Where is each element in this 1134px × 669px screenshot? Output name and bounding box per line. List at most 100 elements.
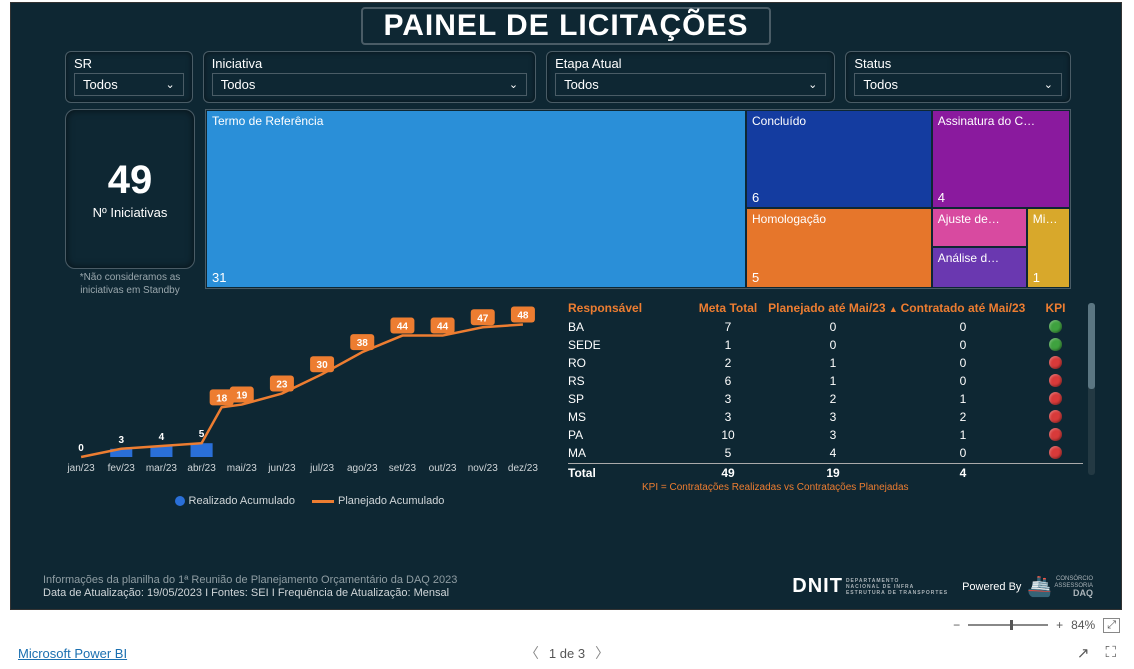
footer-info: Informações da planilha do 1ª Reunião de… bbox=[43, 574, 457, 599]
fullscreen-icon[interactable]: ⛶ bbox=[1105, 644, 1116, 662]
filter-sr-select[interactable]: Todos ⌄ bbox=[74, 73, 184, 96]
total-plan: 19 bbox=[768, 466, 898, 480]
prev-page-button[interactable]: 〈 bbox=[525, 643, 539, 663]
table-total-row: Total 49 19 4 bbox=[568, 463, 1083, 480]
svg-text:18: 18 bbox=[216, 393, 228, 404]
footer-logos: DNITDEPARTAMENTONACIONAL DE INFRAESTRUTU… bbox=[792, 574, 1093, 599]
legend-line-label: Planejado Acumulado bbox=[338, 495, 444, 507]
chevron-down-icon: ⌄ bbox=[165, 78, 174, 91]
page-title: PAINEL DE LICITAÇÕES bbox=[361, 7, 770, 45]
filter-status-select[interactable]: Todos ⌄ bbox=[854, 73, 1062, 96]
kpi-table[interactable]: Responsável Meta Total Planejado até Mai… bbox=[568, 301, 1095, 507]
kpi-note: *Não consideramos as iniciativas em Stan… bbox=[65, 271, 195, 297]
zoom-out-button[interactable]: − bbox=[953, 618, 960, 632]
kpi-card[interactable]: 49 Nº Iniciativas bbox=[65, 109, 195, 269]
treemap-cell[interactable]: Análise d… bbox=[932, 247, 1027, 288]
filter-iniciativa-value: Todos bbox=[221, 77, 256, 92]
scrollbar-thumb[interactable] bbox=[1088, 303, 1095, 389]
legend-line-swatch bbox=[312, 500, 334, 503]
dnit-logo: DNITDEPARTAMENTONACIONAL DE INFRAESTRUTU… bbox=[792, 575, 948, 598]
kpi-definition: KPI = Contratações Realizadas vs Contrat… bbox=[642, 482, 1083, 494]
next-page-button[interactable]: 〉 bbox=[595, 643, 609, 663]
kpi-value: 49 bbox=[108, 158, 153, 203]
table-row[interactable]: MS332 bbox=[568, 409, 1083, 427]
zoom-value: 84% bbox=[1071, 618, 1095, 632]
daq-logo: 🚢 CONSÓRCIOASSESSORIADAQ bbox=[1027, 574, 1093, 599]
kpi-column: 49 Nº Iniciativas *Não consideramos as i… bbox=[65, 109, 195, 297]
treemap-cell[interactable]: Mi…1 bbox=[1027, 208, 1070, 288]
table-row[interactable]: MA540 bbox=[568, 445, 1083, 463]
treemap-cell[interactable]: Concluído6 bbox=[746, 110, 932, 208]
total-meta: 49 bbox=[688, 466, 768, 480]
treemap-cell[interactable]: Ajuste de… bbox=[932, 208, 1027, 247]
treemap-cell[interactable]: Termo de Referência31 bbox=[206, 110, 746, 288]
chevron-down-icon: ⌄ bbox=[1044, 78, 1053, 91]
table-row[interactable]: BA700 bbox=[568, 319, 1083, 337]
chevron-down-icon: ⌄ bbox=[509, 78, 518, 91]
mid-row: 49 Nº Iniciativas *Não consideramos as i… bbox=[11, 107, 1121, 301]
chart-legend: Realizado Acumulado Planejado Acumulado bbox=[43, 495, 562, 507]
bottom-row: 02040181923303844444748 Realizado Acumul… bbox=[11, 301, 1121, 507]
footer-line2: Data de Atualização: 19/05/2023 I Fontes… bbox=[43, 587, 457, 599]
legend-bar-swatch bbox=[175, 496, 185, 506]
svg-text:44: 44 bbox=[437, 322, 449, 333]
table-body: BA700SEDE100RO210RS610SP321MS332PA1031MA… bbox=[568, 319, 1083, 463]
table-scrollbar[interactable] bbox=[1088, 303, 1095, 475]
filter-sr-label: SR bbox=[74, 56, 184, 71]
powerbi-actions: ↗ ⛶ bbox=[1077, 644, 1116, 662]
filter-iniciativa-select[interactable]: Todos ⌄ bbox=[212, 73, 527, 96]
svg-text:47: 47 bbox=[477, 313, 489, 324]
powerbi-zoom-bar: − + 84% ⤢ bbox=[0, 612, 1134, 638]
table-row[interactable]: RS610 bbox=[568, 373, 1083, 391]
table-row[interactable]: SP321 bbox=[568, 391, 1083, 409]
filter-etapa-label: Etapa Atual bbox=[555, 56, 826, 71]
filter-status: Status Todos ⌄ bbox=[845, 51, 1071, 103]
filter-etapa-select[interactable]: Todos ⌄ bbox=[555, 73, 826, 96]
treemap-cell[interactable]: Assinatura do C…4 bbox=[932, 110, 1070, 208]
table-row[interactable]: RO210 bbox=[568, 355, 1083, 373]
zoom-control: − + 84% ⤢ bbox=[953, 618, 1120, 633]
th-planejado[interactable]: Planejado até Mai/23 ▲ bbox=[768, 301, 898, 315]
title-bar: PAINEL DE LICITAÇÕES bbox=[11, 3, 1121, 47]
table-row[interactable]: SEDE100 bbox=[568, 337, 1083, 355]
fit-page-icon[interactable]: ⤢ bbox=[1103, 618, 1120, 633]
powered-by: Powered By 🚢 CONSÓRCIOASSESSORIADAQ bbox=[962, 574, 1093, 599]
svg-text:30: 30 bbox=[317, 360, 329, 371]
legend-bar-label: Realizado Acumulado bbox=[189, 495, 295, 507]
filter-sr-value: Todos bbox=[83, 77, 118, 92]
filter-status-label: Status bbox=[854, 56, 1062, 71]
page-indicator: 1 de 3 bbox=[549, 646, 585, 661]
th-responsavel[interactable]: Responsável bbox=[568, 301, 688, 315]
svg-text:44: 44 bbox=[397, 322, 409, 333]
powerbi-link[interactable]: Microsoft Power BI bbox=[18, 646, 127, 661]
dashboard: PAINEL DE LICITAÇÕES SR Todos ⌄ Iniciati… bbox=[10, 2, 1122, 610]
svg-text:19: 19 bbox=[236, 391, 248, 402]
kpi-label: Nº Iniciativas bbox=[93, 205, 168, 220]
total-label: Total bbox=[568, 466, 688, 480]
footer-line1: Informações da planilha do 1ª Reunião de… bbox=[43, 574, 457, 586]
zoom-slider[interactable] bbox=[968, 624, 1048, 626]
th-meta[interactable]: Meta Total bbox=[688, 301, 768, 315]
svg-text:38: 38 bbox=[357, 338, 369, 349]
table-header: Responsável Meta Total Planejado até Mai… bbox=[568, 301, 1083, 319]
filter-status-value: Todos bbox=[863, 77, 898, 92]
chevron-down-icon: ⌄ bbox=[808, 78, 817, 91]
zoom-slider-thumb[interactable] bbox=[1010, 620, 1013, 630]
th-kpi[interactable]: KPI bbox=[1028, 301, 1083, 315]
powerbi-bottom-bar: Microsoft Power BI 〈 1 de 3 〉 ↗ ⛶ bbox=[0, 638, 1134, 668]
total-kpi bbox=[1028, 466, 1083, 480]
svg-text:48: 48 bbox=[517, 311, 529, 322]
filter-etapa: Etapa Atual Todos ⌄ bbox=[546, 51, 835, 103]
total-cont: 4 bbox=[898, 466, 1028, 480]
treemap-chart[interactable]: Termo de Referência31Concluído6Homologaç… bbox=[205, 109, 1071, 289]
ship-icon: 🚢 bbox=[1027, 574, 1052, 599]
zoom-in-button[interactable]: + bbox=[1056, 618, 1063, 632]
share-icon[interactable]: ↗ bbox=[1077, 644, 1090, 662]
table-row[interactable]: PA1031 bbox=[568, 427, 1083, 445]
combo-chart[interactable]: 02040181923303844444748 Realizado Acumul… bbox=[43, 301, 562, 507]
filters-row: SR Todos ⌄ Iniciativa Todos ⌄ Etapa Atua… bbox=[11, 47, 1121, 107]
filter-sr: SR Todos ⌄ bbox=[65, 51, 193, 103]
treemap-cell[interactable]: Homologação5 bbox=[746, 208, 932, 288]
th-contratado[interactable]: Contratado até Mai/23 bbox=[898, 301, 1028, 315]
filter-iniciativa: Iniciativa Todos ⌄ bbox=[203, 51, 536, 103]
